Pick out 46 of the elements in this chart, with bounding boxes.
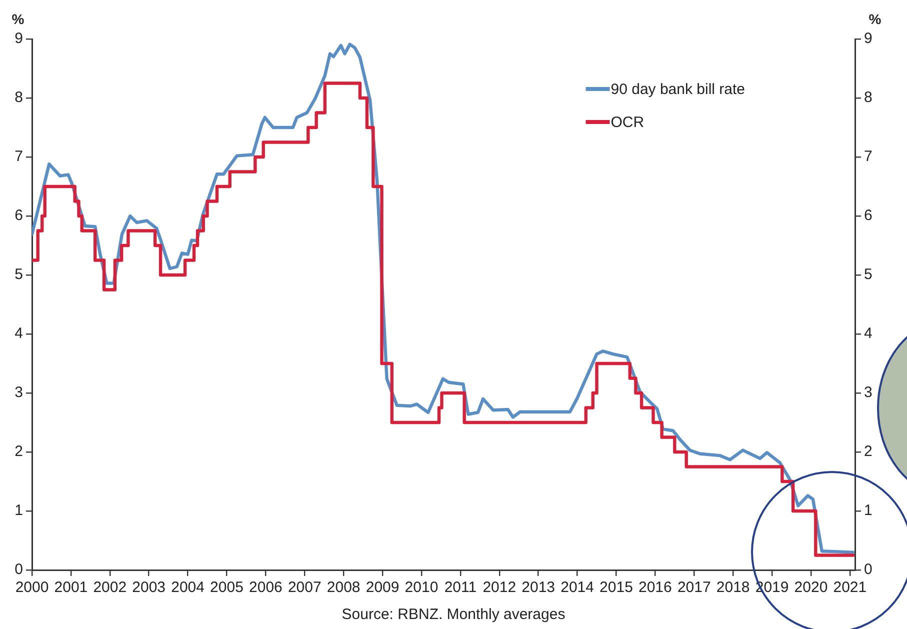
x-tick-label: 2007 [288,579,322,596]
x-tick-label: 2010 [404,579,438,596]
legend-label: 90 day bank bill rate [610,81,746,98]
x-tick-label: 2015 [600,579,633,596]
y2-tick-label: 9 [864,30,872,48]
x-tick-label: 2003 [132,579,166,596]
x-tick-label: 2013 [522,579,556,596]
x-tick-label: 2017 [677,579,711,596]
y-tick-label: 9 [14,30,23,48]
x-tick-label: 2000 [15,579,49,596]
x-tick-label: 2020 [794,579,828,596]
y-tick-label: 2 [14,443,23,460]
y2-tick-label: 7 [864,148,872,166]
y2-tick-label: 8 [864,89,872,106]
y-tick-label: 6 [14,207,23,224]
x-tick-label: 2016 [638,579,672,596]
y-tick-label: 8 [14,89,23,106]
x-tick-label: 2011 [444,579,477,596]
y-axis-title: % [12,10,25,27]
source-note: Source: RBNZ. Monthly averages [340,606,566,623]
y-tick-label: 7 [14,148,23,166]
x-tick-label: 2004 [171,579,204,596]
x-tick-label: 2005 [210,579,244,596]
y-tick-label: 4 [14,325,23,342]
y2-tick-label: 0 [864,561,872,578]
x-tick-label: 2009 [366,579,400,596]
y2-axis-title: % [868,10,882,27]
y2-tick-label: 5 [864,266,872,284]
y2-tick-label: 4 [864,325,872,342]
x-tick-label: 2012 [482,579,516,596]
x-tick-label: 2018 [716,579,750,596]
y2-tick-label: 1 [864,502,872,520]
y-tick-label: 1 [14,502,23,520]
x-tick-label: 2021 [833,579,867,596]
x-tick-label: 2001 [54,579,88,596]
y-tick-label: 3 [14,384,23,402]
y2-tick-label: 2 [864,443,872,460]
y2-tick-label: 3 [864,384,872,402]
y-tick-label: 5 [14,266,23,284]
x-tick-label: 2002 [93,579,127,596]
x-tick-label: 2006 [249,579,282,596]
legend-label: OCR [610,114,644,132]
x-tick-label: 2008 [326,579,360,596]
y-tick-label: 0 [14,561,23,578]
y2-tick-label: 6 [864,207,872,224]
x-tick-label: 2014 [560,579,594,596]
